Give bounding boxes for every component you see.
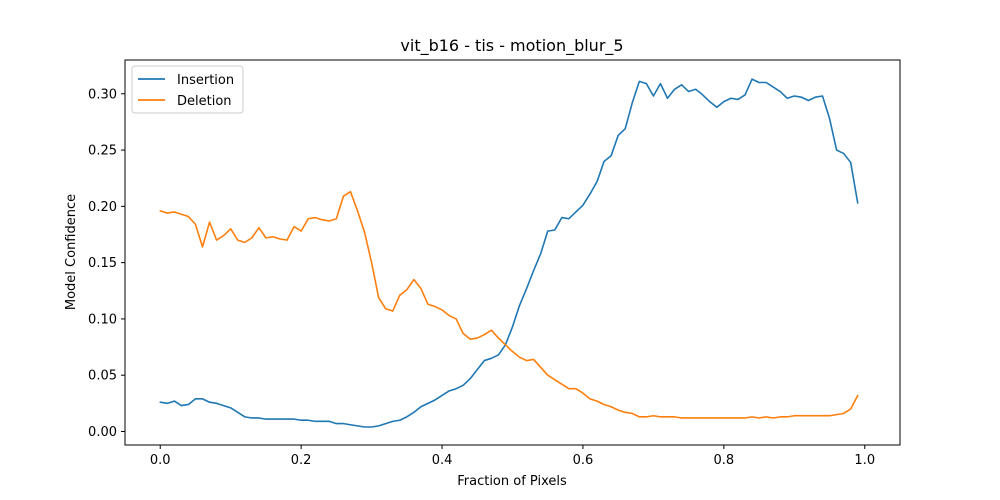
legend: Insertion Deletion (131, 65, 244, 114)
y-tick-label: 0.30 (88, 87, 117, 102)
x-tick-label: 0.4 (432, 453, 453, 468)
series-line-deletion (159, 190, 859, 419)
series-line-insertion (159, 78, 859, 428)
y-tick-label: 0.25 (88, 144, 117, 159)
legend-label-deletion: Deletion (177, 94, 232, 109)
x-axis: 0.0 0.2 0.4 0.6 0.8 1.0 (150, 445, 875, 468)
y-tick-label: 0.15 (88, 256, 117, 271)
y-axis-label: Model Confidence (64, 194, 79, 310)
x-tick-label: 0.8 (714, 453, 735, 468)
plot-frame (124, 59, 901, 446)
x-tick-label: 0.6 (573, 453, 594, 468)
y-tick-label: 0.20 (88, 200, 117, 215)
x-axis-label: Fraction of Pixels (457, 474, 567, 489)
chart-title: vit_b16 - tis - motion_blur_5 (400, 36, 623, 56)
legend-label-insertion: Insertion (177, 73, 234, 88)
x-tick-label: 0.2 (291, 453, 312, 468)
legend-box (131, 65, 244, 114)
x-tick-label: 1.0 (854, 453, 875, 468)
x-tick-label: 0.0 (150, 453, 171, 468)
series-layer (159, 78, 859, 428)
y-axis: 0.00 0.05 0.10 0.15 0.20 0.25 0.30 (88, 87, 125, 440)
y-tick-label: 0.00 (88, 425, 117, 440)
y-tick-label: 0.10 (88, 312, 117, 327)
y-tick-label: 0.05 (88, 369, 117, 384)
plot-area (125, 60, 900, 445)
